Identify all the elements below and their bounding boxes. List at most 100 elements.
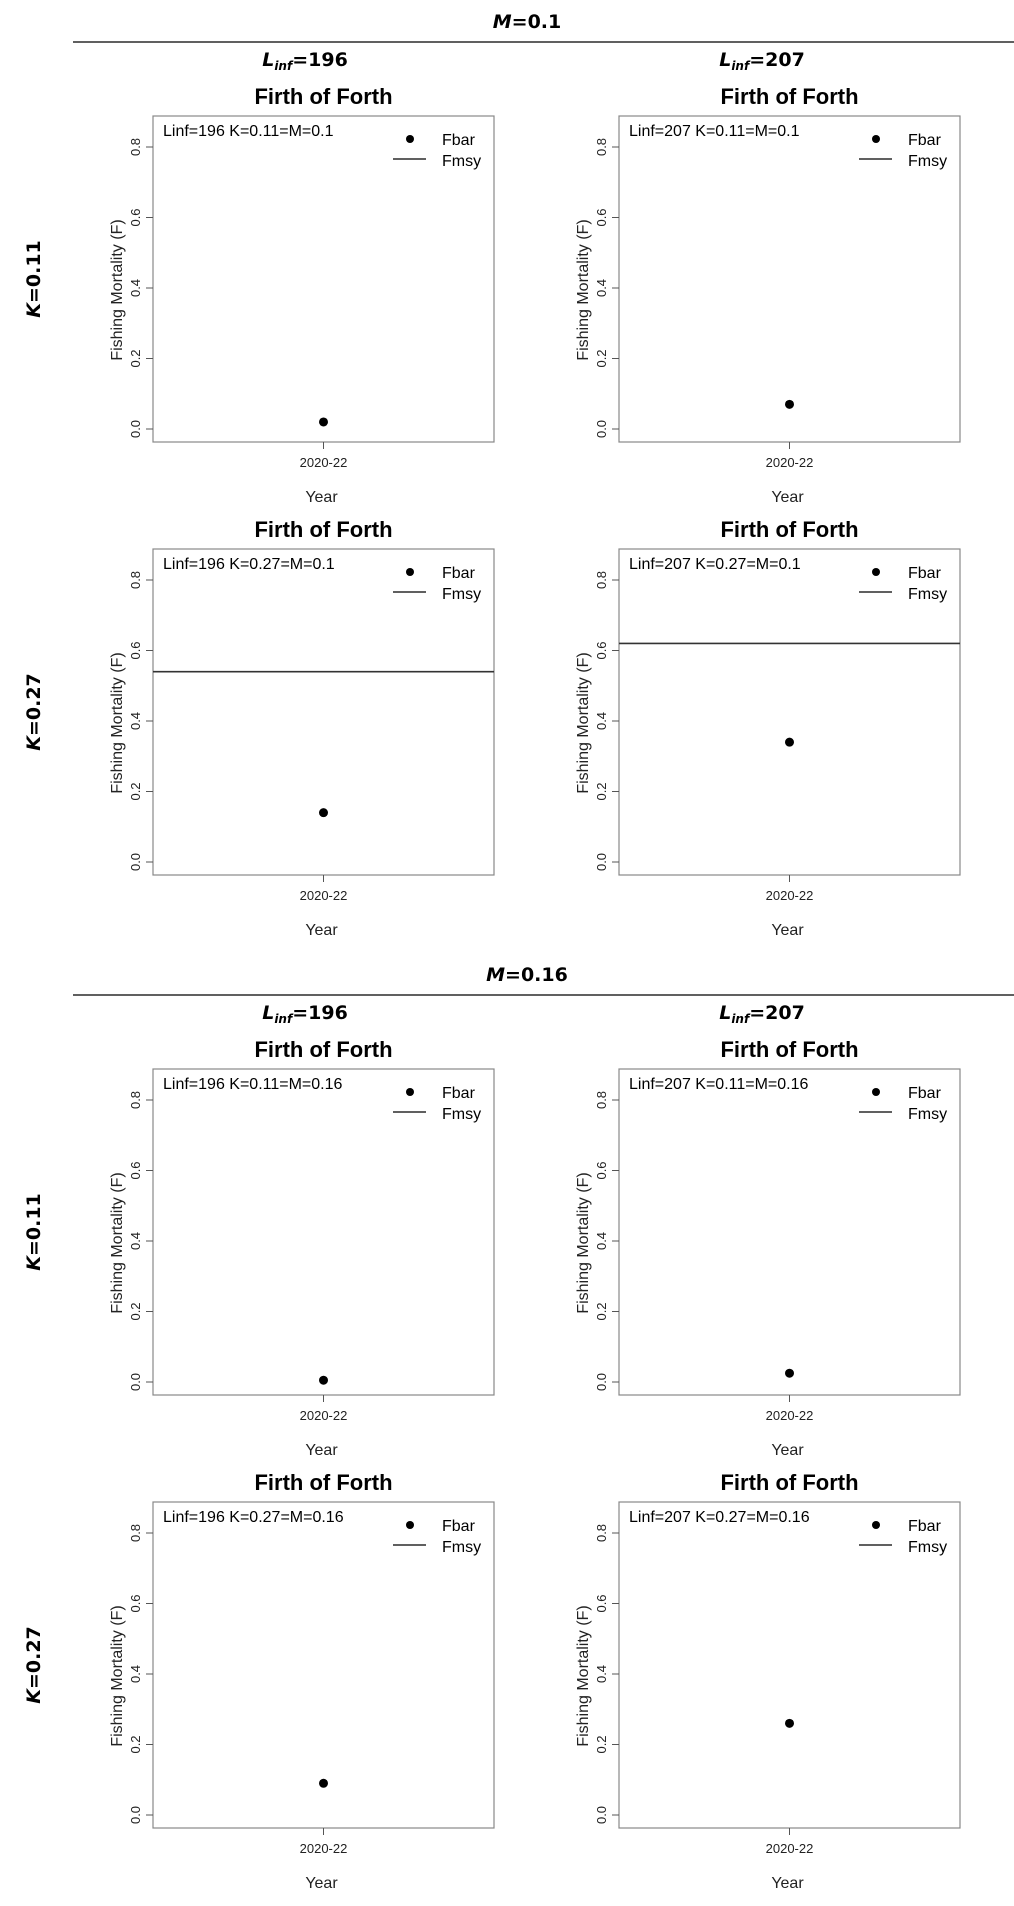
linf-subscript: inf bbox=[274, 1012, 294, 1026]
legend-fbar-label: Fbar bbox=[442, 132, 476, 149]
k-symbol: K bbox=[23, 735, 45, 751]
panel-plot: Firth of Forth Linf=207 K=0.11=M=0.1 Fbar F… bbox=[575, 84, 961, 506]
legend-fmsy-label: Fmsy bbox=[442, 586, 481, 603]
plot-annotation: Linf=196 K=0.27=M=0.16 bbox=[163, 1509, 344, 1526]
x-tick-label: 2020-22 bbox=[300, 1841, 348, 1856]
y-tick-label: 0.8 bbox=[128, 1091, 143, 1109]
y-tick-label: 0.4 bbox=[128, 1232, 143, 1250]
x-axis-label: Year bbox=[305, 489, 338, 506]
legend-fbar-label: Fbar bbox=[908, 132, 942, 149]
column-header-linf: Linf=196 bbox=[262, 49, 348, 73]
y-tick-label: 0.0 bbox=[128, 1806, 143, 1824]
x-tick-label: 2020-22 bbox=[300, 455, 348, 470]
legend-fmsy-label: Fmsy bbox=[908, 153, 947, 170]
y-tick-label: 0.4 bbox=[594, 279, 609, 297]
plot-annotation: Linf=207 K=0.27=M=0.1 bbox=[629, 556, 801, 573]
panel-plot: Firth of Forth Linf=207 K=0.27=M=0.16 Fbar… bbox=[575, 1470, 961, 1892]
y-axis-label: Fishing Mortality (F) bbox=[109, 1172, 126, 1313]
k-value: =0.11 bbox=[23, 1193, 45, 1256]
m-symbol: M bbox=[486, 964, 505, 986]
y-tick-label: 0.2 bbox=[594, 1735, 609, 1753]
y-tick-label: 0.0 bbox=[128, 1373, 143, 1391]
plot-annotation: Linf=207 K=0.11=M=0.1 bbox=[629, 123, 800, 140]
x-axis-label: Year bbox=[305, 1442, 338, 1459]
y-tick-label: 0.8 bbox=[594, 1091, 609, 1109]
y-tick-label: 0.0 bbox=[594, 1373, 609, 1391]
plot-title: Firth of Forth bbox=[254, 1037, 392, 1062]
y-axis-label: Fishing Mortality (F) bbox=[575, 1172, 592, 1313]
x-tick-label: 2020-22 bbox=[300, 888, 348, 903]
column-header-linf: Linf=207 bbox=[719, 49, 805, 73]
plot-annotation: Linf=196 K=0.27=M=0.1 bbox=[163, 556, 335, 573]
linf-subscript: inf bbox=[731, 59, 751, 73]
y-tick-label: 0.0 bbox=[594, 1806, 609, 1824]
linf-value: =196 bbox=[292, 49, 348, 71]
plot-title: Firth of Forth bbox=[254, 1470, 392, 1495]
y-tick-label: 0.8 bbox=[128, 571, 143, 589]
row-header-k: K=0.11 bbox=[23, 1193, 45, 1271]
y-tick-label: 0.0 bbox=[594, 420, 609, 438]
panel-plot: Firth of Forth Linf=196 K=0.11=M=0.16 Fbar… bbox=[109, 1037, 495, 1459]
legend-fbar-label: Fbar bbox=[442, 1085, 476, 1102]
legend-fbar-marker bbox=[406, 1088, 414, 1096]
y-tick-label: 0.4 bbox=[594, 712, 609, 730]
plot-annotation: Linf=207 K=0.11=M=0.16 bbox=[629, 1076, 809, 1093]
y-tick-label: 0.8 bbox=[128, 1524, 143, 1542]
column-header-linf: Linf=196 bbox=[262, 1002, 348, 1026]
y-tick-label: 0.6 bbox=[128, 208, 143, 226]
legend-fbar-label: Fbar bbox=[908, 1518, 942, 1535]
legend-fmsy-label: Fmsy bbox=[908, 1539, 947, 1556]
y-tick-label: 0.8 bbox=[594, 138, 609, 156]
x-tick-label: 2020-22 bbox=[300, 1408, 348, 1423]
m-value: =0.1 bbox=[512, 11, 562, 33]
plot-annotation: Linf=207 K=0.27=M=0.16 bbox=[629, 1509, 810, 1526]
y-tick-label: 0.2 bbox=[128, 782, 143, 800]
y-axis-label: Fishing Mortality (F) bbox=[575, 219, 592, 360]
fbar-point bbox=[319, 808, 328, 818]
y-tick-label: 0.6 bbox=[594, 1161, 609, 1179]
linf-symbol: L bbox=[719, 1002, 731, 1024]
fbar-point bbox=[785, 399, 794, 409]
section-header-m: M=0.1 bbox=[493, 11, 562, 33]
plot-title: Firth of Forth bbox=[720, 84, 858, 109]
k-symbol: K bbox=[23, 1688, 45, 1704]
y-tick-label: 0.4 bbox=[128, 712, 143, 730]
panel-plot: Firth of Forth Linf=196 K=0.27=M=0.16 Fbar… bbox=[109, 1470, 495, 1892]
y-tick-label: 0.6 bbox=[128, 641, 143, 659]
k-symbol: K bbox=[23, 1255, 45, 1271]
y-axis-label: Fishing Mortality (F) bbox=[109, 652, 126, 793]
linf-value: =196 bbox=[292, 1002, 348, 1024]
linf-symbol: L bbox=[262, 1002, 274, 1024]
y-tick-label: 0.4 bbox=[128, 279, 143, 297]
x-axis-label: Year bbox=[771, 922, 804, 939]
legend-fmsy-label: Fmsy bbox=[908, 1106, 947, 1123]
y-tick-label: 0.6 bbox=[594, 1594, 609, 1612]
y-tick-label: 0.2 bbox=[594, 349, 609, 367]
x-tick-label: 2020-22 bbox=[766, 1408, 814, 1423]
linf-symbol: L bbox=[719, 49, 731, 71]
x-axis-label: Year bbox=[771, 1442, 804, 1459]
y-tick-label: 0.2 bbox=[128, 1735, 143, 1753]
legend-fbar-marker bbox=[406, 135, 414, 143]
k-value: =0.27 bbox=[23, 1626, 45, 1689]
x-axis-label: Year bbox=[305, 922, 338, 939]
row-header-k: K=0.27 bbox=[23, 1626, 45, 1704]
legend-fmsy-label: Fmsy bbox=[442, 1106, 481, 1123]
y-tick-label: 0.2 bbox=[128, 1302, 143, 1320]
linf-symbol: L bbox=[262, 49, 274, 71]
panel-plot: Firth of Forth Linf=196 K=0.27=M=0.1 Fbar F… bbox=[109, 517, 495, 939]
y-tick-label: 0.2 bbox=[594, 782, 609, 800]
legend-fbar-marker bbox=[406, 1521, 414, 1529]
linf-value: =207 bbox=[749, 49, 805, 71]
y-tick-label: 0.2 bbox=[594, 1302, 609, 1320]
row-header-k: K=0.27 bbox=[23, 673, 45, 751]
y-tick-label: 0.6 bbox=[128, 1594, 143, 1612]
legend-fmsy-label: Fmsy bbox=[908, 586, 947, 603]
panel-plot: Firth of Forth Linf=196 K=0.11=M=0.1 Fbar F… bbox=[109, 84, 495, 506]
x-tick-label: 2020-22 bbox=[766, 455, 814, 470]
legend-fbar-marker bbox=[872, 135, 880, 143]
legend-fbar-label: Fbar bbox=[908, 1085, 942, 1102]
y-axis-label: Fishing Mortality (F) bbox=[575, 652, 592, 793]
plot-title: Firth of Forth bbox=[254, 84, 392, 109]
y-tick-label: 0.0 bbox=[128, 420, 143, 438]
